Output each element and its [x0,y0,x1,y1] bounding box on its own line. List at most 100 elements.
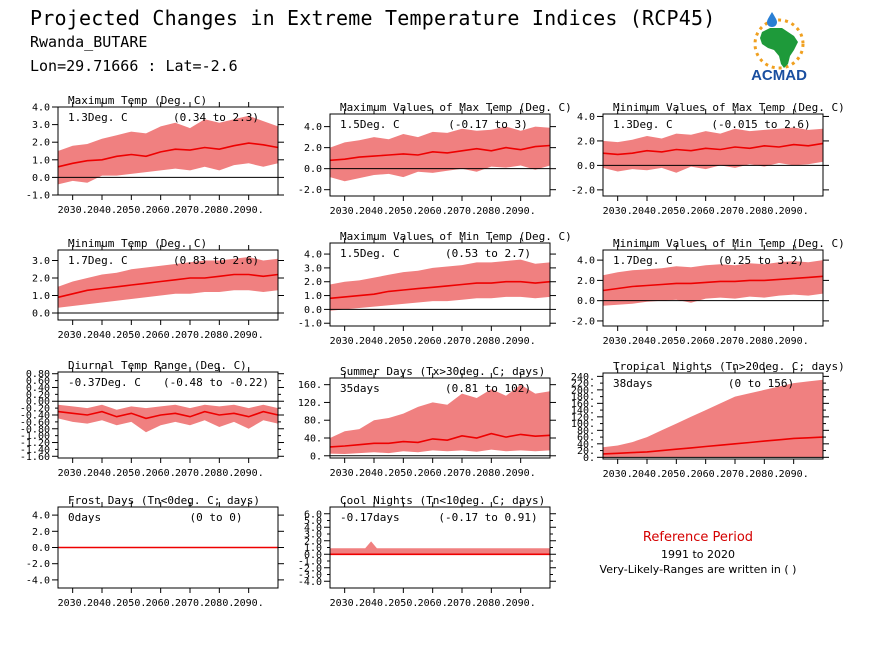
x-tick-label: 2030. [58,598,88,609]
y-tick-label: -4.0 [298,577,322,588]
x-tick-label: 2040. [632,469,662,480]
x-tick-label: 2090. [506,598,536,609]
x-tick-label: 2060. [418,206,448,217]
median-line [329,144,551,162]
chart-title: Cool Nights (Tn<10deg. C; days) [340,494,545,507]
x-tick-label: 2080. [749,469,779,480]
chart-summary: 1.3Deg. C [613,118,673,131]
x-tick-label: 2060. [418,468,448,479]
x-tick-label: 2050. [388,206,418,217]
x-tick-label: 2060. [146,330,176,341]
y-tick-label: 160. [298,380,322,391]
chart-summary: 38days [613,377,653,390]
x-tick-label: 2080. [749,206,779,217]
y-tick-label: -0.40 [20,411,50,422]
y-tick-label: 4.0 [304,122,322,133]
location-name: Rwanda_BUTARE [30,33,148,51]
acmad-logo: ACMAD [738,8,820,84]
chart-summary: 1.3Deg. C [68,111,128,124]
sun-icon [753,18,805,70]
y-tick-label: 2.0 [32,274,50,285]
x-tick-label: 2080. [204,598,234,609]
y-tick-label: 4.0 [577,256,595,267]
plot-frame [329,377,551,459]
median-line [329,280,551,300]
y-tick-label: 0. [583,453,595,464]
y-tick-label: 2.0 [32,527,50,538]
chart-summary: 0days [68,511,101,524]
y-tick-label: 120. [298,398,322,409]
chart-panel: 0. 40. 80. 120. 160. 2030. 2040. 2050. 2060. 2070… [298,365,556,479]
x-tick-label: 2030. [58,330,88,341]
reference-period-note: Very-Likely-Ranges are written in ( ) [599,563,797,576]
range-band [603,260,823,306]
chart-summary: 1.5Deg. C [340,118,400,131]
y-tick-label: 6.0 [304,509,322,520]
x-tick-label: 2060. [146,205,176,216]
chart-title: Minimum Values of Max Temp (Deg. C) [613,101,845,114]
x-tick-label: 2080. [476,598,506,609]
x-tick-label: 2030. [330,468,360,479]
y-tick-label: 0.80 [26,369,50,380]
x-tick-label: 2050. [116,330,146,341]
y-tick-label: -0.80 [20,424,50,435]
median-line [57,273,279,299]
y-tick-label: 120. [571,412,595,423]
chart-title: Summer Days (Tx>30deg. C; days) [340,365,545,378]
chart-range: (0 to 156) [728,377,794,390]
chart-summary: -0.17days [340,511,400,524]
plot-frame [602,113,824,197]
y-minor-tick-label: 60. [577,433,595,444]
x-tick-label: 2080. [204,468,234,479]
y-tick-label: 40. [304,434,322,445]
x-tick-label: 2060. [146,598,176,609]
y-tick-label: 240. [571,372,595,383]
range-band [58,257,278,308]
x-tick-label: 2070. [175,468,205,479]
chart-range: (0.34 to 2.3) [173,111,259,124]
y-tick-label: 4.0 [32,103,50,114]
x-tick-label: 2040. [359,336,389,347]
x-tick-label: 2070. [720,469,750,480]
x-tick-label: 2040. [359,206,389,217]
y-tick-label: 0.0 [304,550,322,561]
chart-title: Maximum Values of Min Temp (Deg. C) [340,230,572,243]
x-tick-label: 2040. [359,598,389,609]
y-minor-tick-label: 0.20 [26,390,50,401]
x-tick-label: 2030. [58,468,88,479]
y-tick-label: 0.0 [577,296,595,307]
range-band [58,404,278,433]
chart-range: (0.81 to 102) [445,382,531,395]
y-tick-label: 0.0 [304,305,322,316]
x-tick-label: 2080. [204,205,234,216]
x-tick-label: 2050. [388,336,418,347]
x-tick-label: 2090. [234,205,264,216]
y-tick-label: 1.0 [32,291,50,302]
x-tick-label: 2060. [418,336,448,347]
x-tick-label: 2030. [603,336,633,347]
y-minor-tick-label: -1.40 [20,445,50,456]
acmad-africa-logo-icon: ACMAD [751,12,807,84]
x-tick-label: 2050. [661,336,691,347]
x-tick-label: 2080. [476,206,506,217]
chart-range: (-0.015 to 2.6) [711,118,810,131]
y-tick-label: 0.0 [32,543,50,554]
x-tick-label: 2050. [388,598,418,609]
page-title: Projected Changes in Extreme Temperature… [30,6,716,30]
y-tick-label: 2.0 [304,277,322,288]
median-line [57,142,279,168]
x-tick-label: 2080. [749,336,779,347]
x-tick-label: 2040. [632,336,662,347]
chart-range: (-0.17 to 3) [448,118,527,131]
x-tick-label: 2050. [116,468,146,479]
x-tick-label: 2030. [330,598,360,609]
y-tick-label: -1.0 [26,191,50,202]
y-minor-tick-label: 3.0 [304,530,322,541]
coordinates-label: Lon=29.71666 : Lat=-2.6 [30,57,238,75]
plot-frame [602,372,824,460]
y-minor-tick-label: -0.60 [20,417,50,428]
y-minor-tick-label: 220. [571,379,595,390]
y-tick-label: 4.0 [304,523,322,534]
